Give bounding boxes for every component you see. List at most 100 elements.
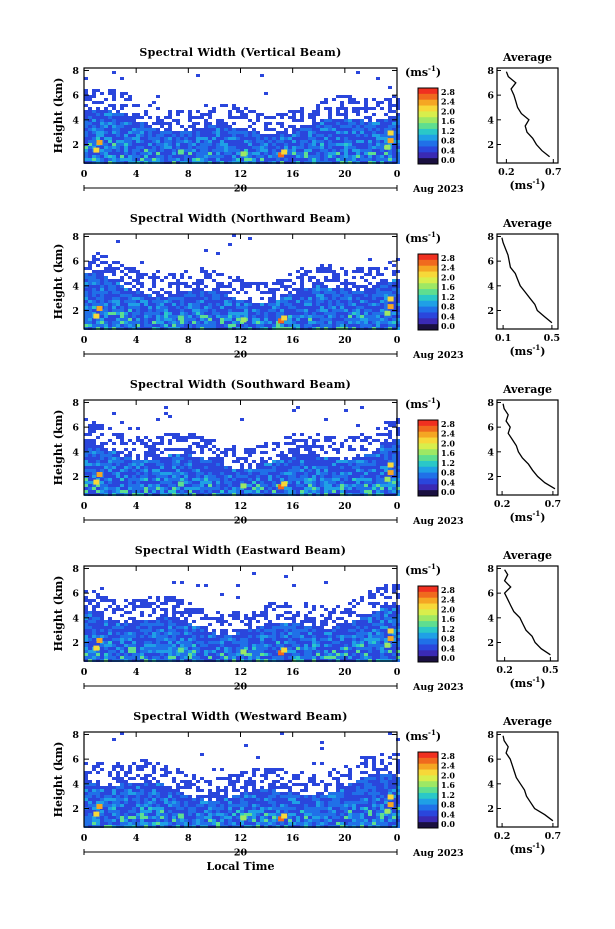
heatmap-cell [116,647,120,650]
average-y-tick-label: 4 [487,115,494,126]
heatmap-cell [332,312,336,315]
heatmap-cell [124,635,128,638]
heatmap-cell [296,155,300,158]
heatmap-cell [112,104,116,107]
heatmap-cell [116,484,120,487]
heatmap-cell [264,460,268,463]
heatmap-cell [184,617,188,620]
heatmap-cell [308,312,312,315]
heatmap-cell [156,656,160,659]
heatmap-cell [344,273,348,276]
heatmap-cell [280,312,284,315]
heatmap-cell [100,478,104,481]
heatmap-cell [88,98,92,101]
heatmap-cell [220,149,224,152]
heatmap-cell [88,424,92,427]
heatmap-cell [84,279,88,282]
heatmap-cell [396,140,400,143]
heatmap-cell [116,656,120,659]
heatmap-cell [224,629,228,632]
heatmap-cell [300,324,304,327]
heatmap-cell [128,460,132,463]
heatmap-cell [296,270,300,273]
heatmap-cell [312,451,316,454]
heatmap-cell [380,318,384,321]
heatmap-cell [172,629,176,632]
heatmap-cell [160,490,164,493]
heatmap-cell [200,294,204,297]
heatmap-cell [144,143,148,146]
heatmap-cell [380,140,384,143]
heatmap-cell [120,472,124,475]
heatmap-cell [252,472,256,475]
heatmap-cell [352,131,356,134]
heatmap-cell [164,647,168,650]
heatmap-cell [88,442,92,445]
heatmap-cell [164,140,168,143]
heatmap-cell [192,128,196,131]
heatmap-cell [96,617,100,620]
heatmap-cell [384,421,388,424]
heatmap-cell [328,113,332,116]
heatmap-cell [236,303,240,306]
heatmap-cell [124,644,128,647]
heatmap-cell [228,291,232,294]
colorbar-tick-label: 2.4 [441,97,455,107]
heatmap-cell [224,312,228,315]
heatmap-cell [160,294,164,297]
heatmap-cell [388,457,392,460]
heatmap-cell [252,641,256,644]
heatmap-cell [188,602,192,605]
heatmap-cell [300,267,304,270]
heatmap-cell [120,134,124,137]
heatmap-cell [284,469,288,472]
heatmap-cell [252,140,256,143]
heatmap-cell [232,288,236,291]
heatmap-cell [112,312,116,315]
heatmap-cell [116,122,120,125]
heatmap-cell [160,146,164,149]
heatmap-cell [104,119,108,122]
heatmap-cell [328,436,332,439]
heatmap-cell [220,620,224,623]
heatmap-cell [396,475,400,478]
heatmap-cell [328,312,332,315]
heatmap-cell [184,297,188,300]
heatmap-cell [232,614,236,617]
heatmap-cell [352,463,356,466]
heatmap-cell [188,451,192,454]
heatmap-cell [216,469,220,472]
heatmap-cell [180,466,184,469]
heatmap-cell [88,110,92,113]
heatmap-cell [88,484,92,487]
heatmap-cell [220,104,224,107]
heatmap-cell [120,303,124,306]
heatmap-cell [368,472,372,475]
heatmap-cell [304,297,308,300]
heatmap-cell [140,294,144,297]
y-tick-label: 6 [72,423,79,434]
heatmap-cell [320,306,324,309]
heatmap-cell [372,460,376,463]
heatmap-cell [304,291,308,294]
heatmap-cell [360,270,364,273]
heatmap-cell [100,282,104,285]
heatmap-cell [356,424,360,427]
heatmap-cell [200,650,204,653]
heatmap-cell [320,481,324,484]
heatmap-cell [196,442,200,445]
heatmap-cell [108,146,112,149]
heatmap-cell [324,306,328,309]
heatmap-cell [108,324,112,327]
heatmap-cell [112,119,116,122]
x-tick-label: 4 [133,335,140,346]
heatmap-cell [324,463,328,466]
heatmap-cell [152,451,156,454]
heatmap-cell [120,155,124,158]
heatmap-cell [128,300,132,303]
heatmap-cell [88,261,92,264]
colorbar-segment [418,455,438,462]
heatmap-cell [200,318,204,321]
heatmap-cell [252,321,256,324]
heatmap-cell [380,288,384,291]
